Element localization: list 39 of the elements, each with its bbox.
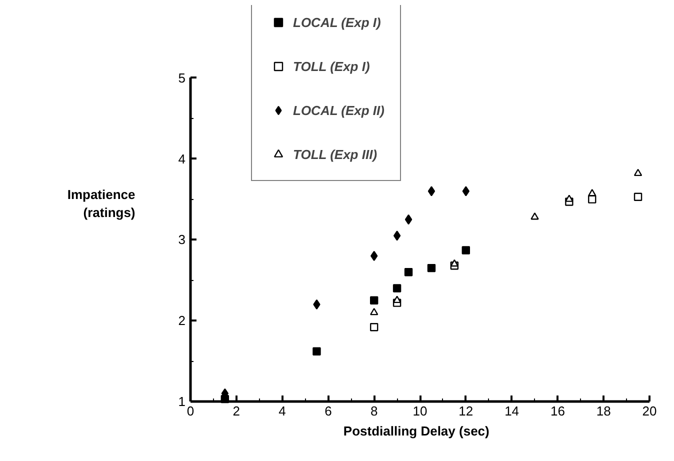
x-axis-title: Postdialling Delay (sec) (343, 424, 490, 438)
point (370, 296, 378, 304)
point (404, 214, 412, 225)
x-tick-label: 10 (412, 404, 428, 418)
point (565, 194, 574, 202)
y-tick-label: 5 (178, 70, 186, 86)
y-axis-title: Impatience (ratings) (67, 187, 136, 220)
y-tick-label: 1 (178, 394, 186, 409)
legend-label: TOLL (Exp III) (293, 146, 378, 162)
point (588, 188, 596, 196)
x-tick-label: 18 (596, 404, 611, 418)
point (404, 268, 413, 276)
x-tick-label: 20 (642, 404, 657, 418)
point (370, 322, 378, 332)
point (428, 186, 436, 196)
point (427, 264, 436, 272)
legend-label: LOCAL (Exp II) (293, 102, 384, 118)
point (634, 192, 642, 201)
y-tick-label: 3 (178, 232, 186, 248)
x-tick-label: 2 (232, 404, 240, 418)
y-tick-label: 2 (178, 313, 186, 328)
y-tick-label: 4 (178, 151, 186, 166)
x-tick-label: 4 (278, 404, 286, 418)
x-tick-label: 0 (186, 404, 194, 418)
point (370, 308, 378, 316)
point (634, 168, 642, 176)
x-tick-label: 14 (504, 404, 520, 418)
point (392, 284, 402, 292)
x-tick-label: 6 (324, 404, 332, 418)
point (312, 347, 321, 356)
x-tick-label: 16 (550, 404, 565, 418)
point (530, 212, 539, 220)
legend-label: TOLL (Exp I) (293, 58, 370, 74)
legend-label: LOCAL (Exp I) (293, 14, 381, 30)
x-tick-label: 8 (370, 404, 378, 418)
point (462, 186, 470, 196)
x-tick-label: 12 (458, 404, 474, 418)
point (393, 230, 401, 241)
point (462, 246, 470, 254)
